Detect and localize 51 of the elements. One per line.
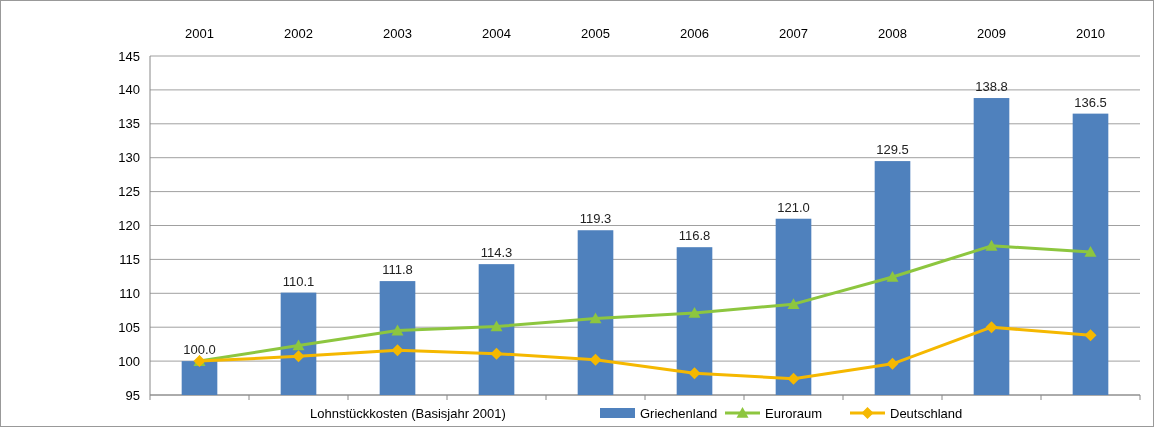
point (490, 320, 503, 332)
text: Lohnstückkosten (Basisjahr 2001) (310, 405, 506, 421)
point (985, 321, 998, 334)
data-label: 114.3 (480, 245, 513, 261)
x-tick-label: 2005 (581, 26, 610, 41)
x-tick-label: 2003 (383, 26, 412, 41)
x-tick-label: 2002 (284, 26, 313, 41)
data-label: 110.1 (282, 273, 315, 289)
data-label: 111.8 (382, 262, 413, 278)
data-label: 138.8 (975, 79, 1008, 95)
data-label: 100.0 (183, 342, 216, 358)
legend-label: Euroraum (765, 405, 823, 421)
y-tick-label: 125 (118, 184, 140, 200)
legend-label: Deutschland (890, 405, 963, 421)
point (688, 306, 701, 318)
point (787, 298, 800, 309)
point (1084, 245, 1097, 257)
y-tick-label: 145 (118, 48, 140, 64)
y-tick-label: 120 (118, 218, 140, 234)
data-label: 119.3 (579, 211, 612, 227)
point (688, 367, 701, 380)
y-tick-label: 110 (119, 285, 140, 301)
x-tick-label: 2001 (185, 26, 214, 41)
point (292, 339, 305, 351)
data-label: 116.8 (678, 228, 711, 244)
data-label: 121.0 (777, 199, 810, 215)
y-tick-label: 105 (118, 319, 140, 335)
y-tick-label: 95 (125, 387, 140, 403)
x-tick-label: 2004 (482, 26, 511, 41)
point (1084, 329, 1097, 342)
data-label: 136.5 (1074, 94, 1107, 110)
data-label: 129.5 (876, 142, 909, 158)
point (589, 312, 602, 324)
x-tick-label: 2008 (878, 26, 907, 41)
y-tick-label: 130 (118, 150, 140, 166)
x-tick-label: 2009 (977, 26, 1006, 41)
y-tick-label: 115 (119, 251, 140, 267)
y-tick-label: 135 (118, 116, 140, 132)
y-tick-label: 140 (118, 82, 140, 98)
x-tick-label: 2010 (1076, 26, 1105, 41)
point (589, 353, 602, 366)
point (985, 239, 998, 251)
point (391, 324, 404, 336)
legend-label: Griechenland (640, 405, 718, 421)
x-tick-label: 2006 (680, 26, 709, 41)
point (886, 357, 899, 370)
y-tick-label: 100 (118, 353, 140, 369)
x-tick-label: 2007 (779, 26, 808, 41)
point (886, 271, 899, 282)
point (787, 372, 800, 385)
point (292, 350, 305, 363)
